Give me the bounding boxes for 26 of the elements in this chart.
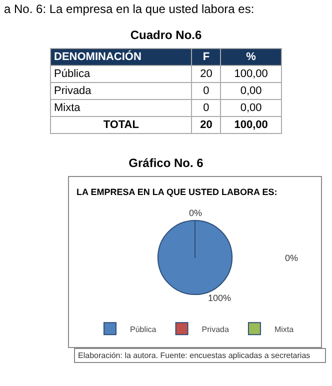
text: Elaboración: la autora. Fuente: encuestas aplicadas a secretarias: [74, 348, 326, 363]
data-label: 0,00: [220, 100, 282, 116]
data-label: 0: [192, 82, 221, 100]
data-label: 100,00: [220, 66, 282, 82]
text: 20: [200, 119, 212, 131]
text: Gráfico No. 6: [128, 156, 204, 170]
text: Cuadro No.6: [129, 28, 203, 42]
text: 100,00: [234, 119, 268, 131]
category-label: Mixta: [50, 100, 192, 116]
legend-label: Pública: [130, 324, 157, 334]
data-label: 20: [192, 66, 221, 82]
data-label: 0: [192, 100, 221, 116]
data-label: 100%: [208, 293, 232, 303]
text: a No. 6: La empresa en la que usted labora es:: [3, 1, 256, 18]
text: TOTAL: [103, 119, 139, 131]
text: F: [192, 48, 221, 66]
text: 0%: [285, 253, 298, 263]
category-label: Pública: [50, 66, 192, 82]
category-label: Privada: [50, 82, 192, 100]
chart-title: LA EMPRESA EN LA QUE USTED LABORA ES:: [76, 187, 278, 198]
text: 0%: [189, 208, 202, 218]
data-label: 0,00: [220, 82, 282, 100]
legend-label: Mixta: [274, 324, 294, 334]
legend-label: Privada: [202, 324, 230, 334]
legend-label: %: [220, 48, 282, 66]
text: DENOMINACIÓN: [50, 48, 192, 66]
